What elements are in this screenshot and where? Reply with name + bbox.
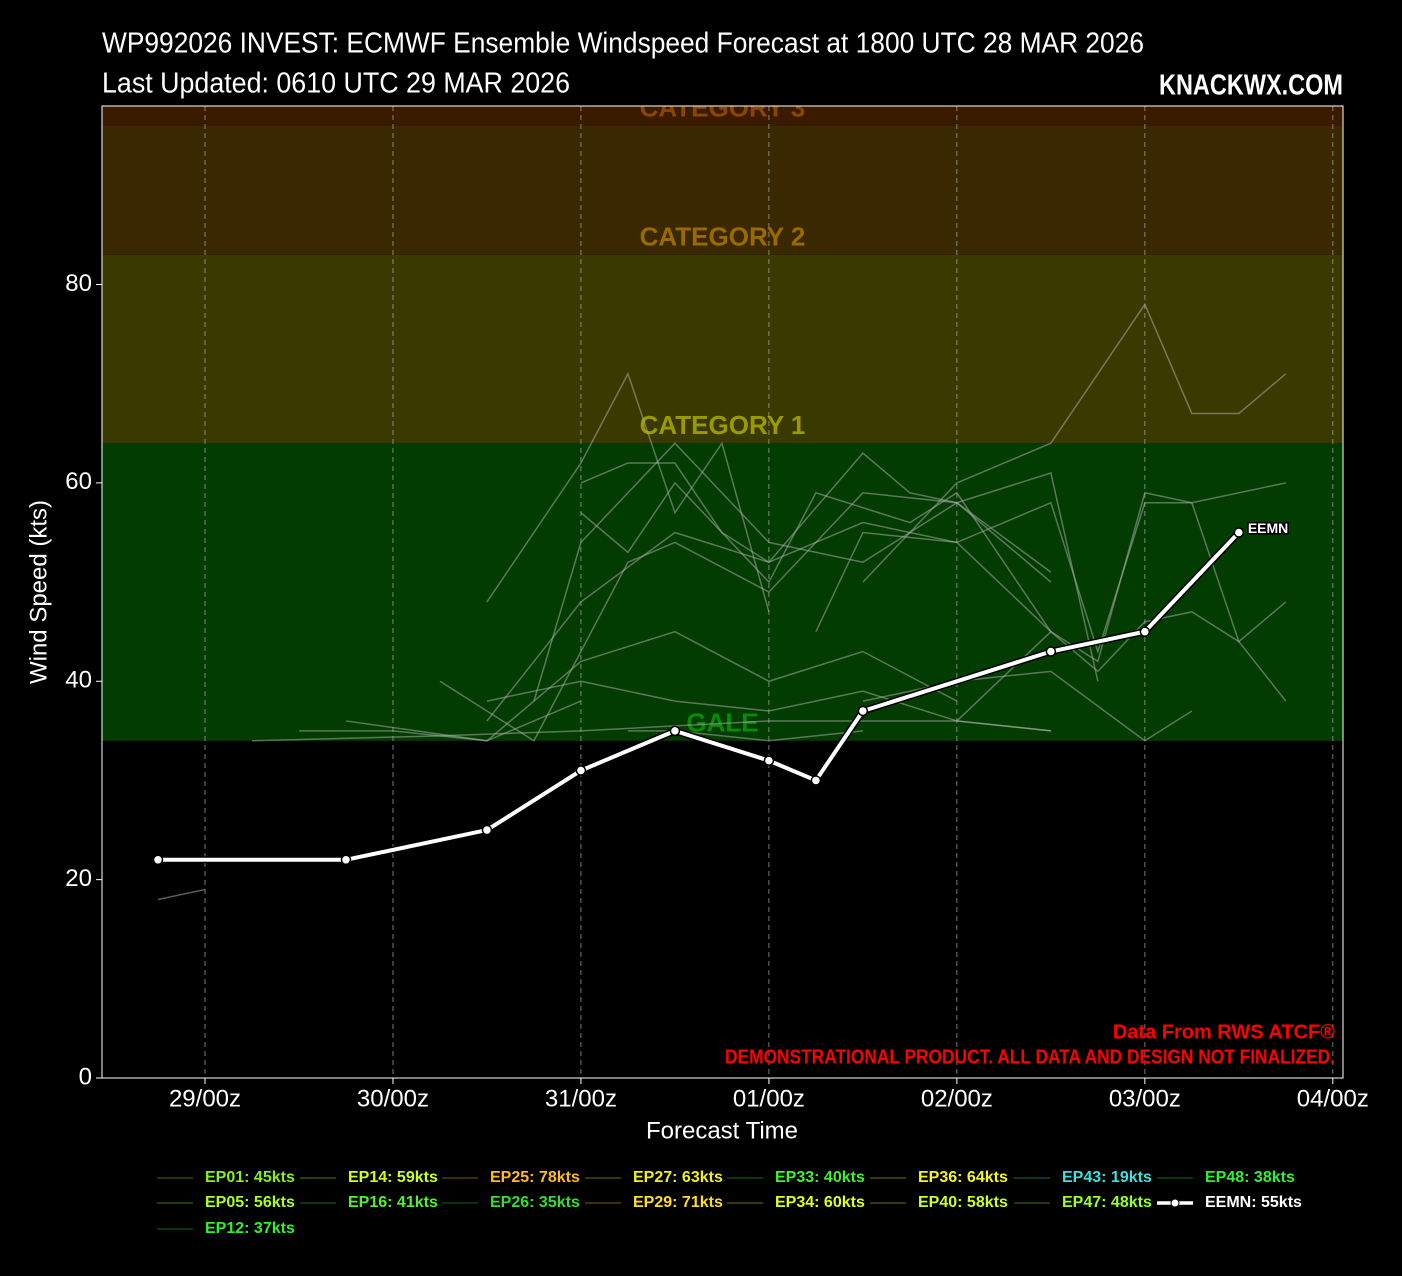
- legend-label: EP05: 56kts: [205, 1194, 295, 1211]
- intensity-band: [102, 254, 1343, 444]
- legend-label: EP47: 48kts: [1062, 1194, 1152, 1211]
- band-label: CATEGORY 1: [640, 410, 806, 440]
- mean-marker: [763, 755, 775, 766]
- member-line: [815, 501, 1287, 655]
- x-tick-label: 03/00z: [1109, 1085, 1181, 1112]
- mean-marker: [152, 854, 164, 866]
- mean-marker: [340, 854, 352, 866]
- member-line: [439, 492, 1052, 742]
- y-tick-label: 60: [65, 468, 92, 495]
- member-line: [862, 302, 1287, 583]
- member-line: [956, 611, 1287, 722]
- chart-title: WP992026 INVEST: ECMWF Ensemble Windspee…: [102, 28, 1144, 60]
- mean-marker: [1139, 626, 1151, 637]
- mean-marker: [810, 775, 822, 786]
- legend-label: EP36: 64kts: [918, 1169, 1008, 1186]
- end-label: EEMN: [1248, 520, 1288, 536]
- y-tick-label: 80: [65, 270, 92, 297]
- axes: 29/00z 30/00z 31/00z 01/00z 02/00z 03/00z 04/0…: [65, 270, 1369, 1112]
- mean-marker: [1233, 527, 1245, 538]
- x-tick-label: 31/00z: [545, 1085, 617, 1112]
- band-label: CATEGORY 3: [640, 93, 806, 123]
- intensity-band: [102, 443, 1343, 741]
- intensity-band: [102, 106, 1343, 126]
- mean-marker: [575, 765, 587, 776]
- lines: EEMN: [152, 302, 1290, 901]
- legend-label: EP16: 41kts: [348, 1194, 438, 1211]
- legend-label: EP48: 38kts: [1205, 1169, 1295, 1186]
- legend-label: EP43: 19kts: [1062, 1169, 1152, 1186]
- member-line: [486, 371, 770, 613]
- mean-marker: [857, 705, 869, 717]
- legend-label: EP25: 78kts: [490, 1169, 580, 1186]
- member-line: [298, 700, 582, 742]
- chart-subtitle: Last Updated: 0610 UTC 29 MAR 2026: [102, 68, 570, 100]
- annotation: Data From RWS ATCF®: [1113, 1021, 1335, 1043]
- y-axis-label: Wind Speed (kts): [25, 500, 52, 684]
- legend-label: EP27: 63kts: [633, 1169, 723, 1186]
- legend-label: EP26: 35kts: [490, 1194, 580, 1211]
- legend-swatch: [1170, 1198, 1180, 1208]
- annotation: DEMONSTRATIONAL PRODUCT. ALL DATA AND DE…: [725, 1046, 1335, 1068]
- y-tick-label: 40: [65, 667, 92, 694]
- y-tick-label: 0: [79, 1063, 92, 1090]
- plot-frame: [101, 105, 1344, 1079]
- band-label: CATEGORY 2: [640, 222, 806, 252]
- legend-label: EP33: 40kts: [775, 1169, 865, 1186]
- x-tick-label: 04/00z: [1297, 1085, 1369, 1112]
- grid: [204, 106, 1334, 1078]
- member-line: [533, 442, 1099, 702]
- legend-label: EP29: 71kts: [633, 1194, 723, 1211]
- member-line: [627, 730, 863, 742]
- y-tick-label: 20: [65, 865, 92, 892]
- intensity-band: [102, 125, 1343, 255]
- mean-marker: [669, 725, 681, 737]
- x-tick-label: 29/00z: [169, 1085, 241, 1112]
- member-line: [580, 452, 1052, 583]
- mean-marker: [481, 824, 493, 836]
- x-tick-label: 30/00z: [357, 1085, 429, 1112]
- x-axis-label: Forecast Time: [646, 1117, 798, 1144]
- legend-label: EP40: 58kts: [918, 1194, 1008, 1211]
- mean-marker: [1045, 646, 1057, 657]
- member-line: [157, 888, 206, 901]
- legend-label: EP12: 37kts: [205, 1220, 295, 1237]
- legend-label: EP14: 59kts: [348, 1169, 438, 1186]
- site-name: KNACKWX.COM: [1159, 70, 1343, 102]
- legend-label: EP34: 60kts: [775, 1194, 865, 1211]
- x-tick-label: 02/00z: [921, 1085, 993, 1112]
- legend: EP01: 45kts EP05: 56kts EP12: 37kts EP14: 5…: [157, 1169, 1302, 1237]
- x-tick-label: 01/00z: [733, 1085, 805, 1112]
- legend-label: EP01: 45kts: [205, 1169, 295, 1186]
- member-line: [580, 481, 1286, 663]
- legend-label: EEMN: 55kts: [1205, 1194, 1302, 1211]
